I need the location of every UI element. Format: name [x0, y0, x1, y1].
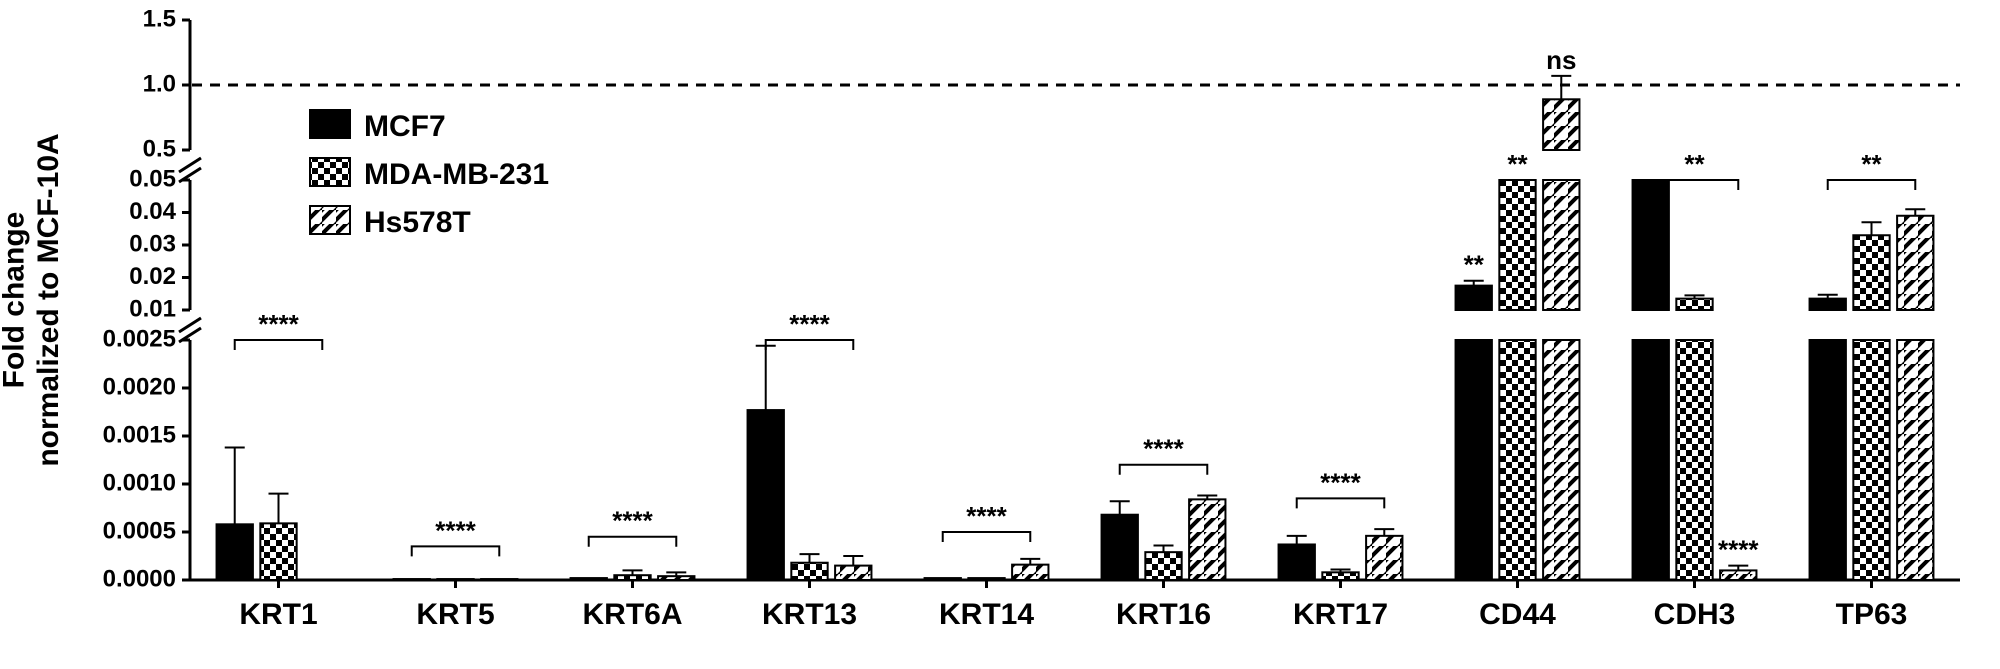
bar — [1012, 565, 1048, 580]
sig-label: **** — [966, 501, 1007, 531]
bar — [1633, 340, 1669, 580]
legend-swatch — [310, 110, 350, 138]
y-tick-label: 0.0005 — [103, 517, 176, 544]
bar — [748, 410, 784, 580]
sig-label: **** — [1718, 534, 1759, 564]
y-tick-label: 1.0 — [143, 70, 176, 97]
bar — [1189, 499, 1225, 580]
legend-swatch — [310, 206, 350, 234]
bar — [1499, 340, 1535, 580]
sig-label: **** — [612, 506, 653, 536]
sig-bracket — [412, 546, 500, 556]
bar — [1543, 340, 1579, 580]
bar — [968, 578, 1004, 580]
bar — [1853, 340, 1889, 580]
sig-label: ** — [1861, 149, 1882, 179]
sig-label: ** — [1464, 250, 1485, 280]
bar — [217, 524, 253, 580]
y-tick-label: 0.0010 — [103, 469, 176, 496]
x-category-label: KRT5 — [416, 598, 494, 631]
chart-container: 0.0000 0.0005 0.0010 0.0015 0.0020 0.0025 0.01… — [0, 0, 2000, 669]
bar — [1676, 340, 1712, 580]
bar — [1676, 299, 1712, 310]
x-category-label: CD44 — [1479, 598, 1556, 631]
bar — [571, 578, 607, 580]
bar — [394, 579, 430, 580]
x-category-label: KRT17 — [1293, 598, 1388, 631]
sig-label: **** — [1320, 467, 1361, 497]
bar — [1543, 180, 1579, 310]
y-tick-label: 0.0000 — [103, 565, 176, 592]
bar — [1897, 340, 1933, 580]
y-tick-label: 0.0015 — [103, 421, 176, 448]
sig-bracket — [943, 532, 1031, 542]
y-tick-label: 0.0020 — [103, 373, 176, 400]
y-tick-label: 0.0025 — [103, 325, 176, 352]
bar — [1102, 515, 1138, 580]
bar — [1853, 235, 1889, 310]
sig-label: ** — [1684, 149, 1705, 179]
bar — [1810, 299, 1846, 310]
bar — [1322, 572, 1358, 580]
sig-bracket — [1297, 498, 1385, 508]
bar — [1720, 570, 1756, 580]
y-tick-label: 0.03 — [129, 230, 176, 257]
bar — [925, 578, 961, 580]
sig-label: **** — [258, 309, 299, 339]
sig-label: ns — [1546, 45, 1576, 75]
y-tick-label: 0.05 — [129, 165, 176, 192]
sig-bracket — [1120, 465, 1208, 475]
bar — [437, 579, 473, 580]
sig-bracket — [589, 537, 677, 547]
bar — [658, 576, 694, 580]
bar — [614, 575, 650, 580]
x-category-label: KRT6A — [582, 598, 682, 631]
legend-label: Hs578T — [364, 206, 471, 239]
bar-chart: 0.0000 0.0005 0.0010 0.0015 0.0020 0.0025 0.01… — [0, 0, 2000, 669]
sig-label: **** — [789, 309, 830, 339]
sig-label: ** — [1507, 149, 1528, 179]
bar — [260, 523, 296, 580]
x-category-label: KRT16 — [1116, 598, 1211, 631]
legend-swatch — [310, 158, 350, 186]
bar — [1499, 180, 1535, 310]
y-tick-label: 0.01 — [129, 295, 176, 322]
bar — [835, 566, 871, 580]
bar — [1810, 340, 1846, 580]
y-axis-title: Fold changenormalized to MCF-10A — [0, 133, 65, 466]
sig-bracket — [1828, 180, 1916, 190]
sig-label: **** — [1143, 434, 1184, 464]
bar — [481, 579, 517, 580]
x-category-label: KRT14 — [939, 598, 1034, 631]
bar — [1145, 552, 1181, 580]
bar — [1456, 286, 1492, 310]
x-category-label: CDH3 — [1654, 598, 1736, 631]
bar — [1366, 536, 1402, 580]
bar — [1633, 180, 1669, 310]
y-tick-label: 0.02 — [129, 263, 176, 290]
y-tick-label: 1.5 — [143, 5, 176, 32]
legend-label: MDA-MB-231 — [364, 158, 549, 191]
sig-bracket — [235, 340, 323, 350]
sig-label: **** — [435, 515, 476, 545]
x-category-label: KRT13 — [762, 598, 857, 631]
sig-bracket — [766, 340, 854, 350]
y-tick-label: 0.04 — [129, 198, 176, 225]
x-category-label: TP63 — [1836, 598, 1908, 631]
bar — [1543, 99, 1579, 150]
bar — [1456, 340, 1492, 580]
x-category-label: KRT1 — [239, 598, 317, 631]
legend-label: MCF7 — [364, 110, 446, 143]
bar — [791, 563, 827, 580]
bar — [1279, 544, 1315, 580]
bar — [1897, 216, 1933, 310]
y-tick-label: 0.5 — [143, 135, 176, 162]
